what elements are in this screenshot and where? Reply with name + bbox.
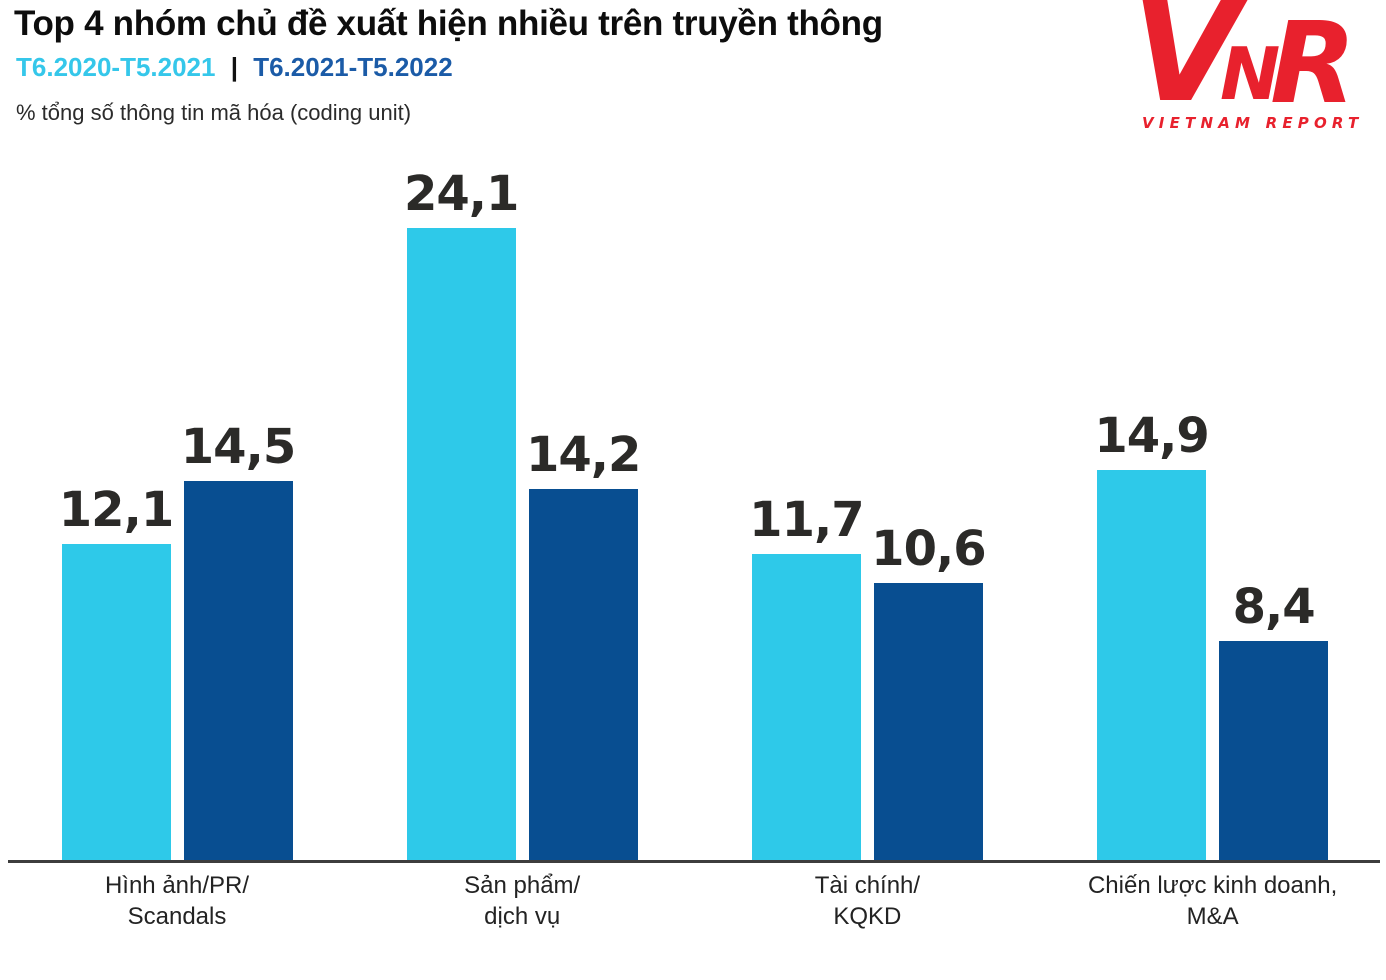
category-label-line: KQKD	[833, 903, 902, 930]
chart-title: Top 4 nhóm chủ đề xuất hiện nhiều trên t…	[14, 4, 883, 43]
category-label-line: Tài chính/	[814, 872, 921, 899]
legend: T6.2020-T5.2021 | T6.2021-T5.2022	[16, 52, 453, 83]
bar-series2-cat2	[528, 489, 638, 862]
category-label-line: M&A	[1186, 903, 1239, 930]
bar-series1-cat1	[61, 544, 171, 862]
legend-series1-label: T6.2020-T5.2021	[16, 52, 216, 82]
category-label-1: Hình ảnh/PR/Scandals	[4, 870, 350, 932]
value-label-series1-cat2: 24,1	[403, 166, 519, 222]
value-label-series2-cat1: 14,5	[180, 419, 296, 475]
category-label-line: dịch vụ	[484, 903, 561, 930]
bar-series1-cat3	[751, 554, 861, 862]
category-label-line: Hình ảnh/PR/	[104, 872, 250, 899]
category-label-4: Chiến lược kinh doanh, M&A	[1040, 870, 1386, 932]
value-label-series2-cat3: 10,6	[871, 521, 986, 577]
category-label-line: Scandals	[127, 903, 227, 930]
legend-separator: |	[230, 52, 238, 82]
logo-letter-r: R	[1270, 0, 1356, 129]
logo-letter-n: N	[1220, 32, 1280, 116]
logo-subtitle: VIETNAM REPORT	[1142, 114, 1363, 132]
category-label-line: Chiến lược kinh doanh,	[1087, 872, 1338, 899]
value-label-series2-cat4: 8,4	[1232, 579, 1316, 635]
legend-series2-label: T6.2021-T5.2022	[253, 52, 453, 82]
category-label-3: Tài chính/KQKD	[694, 870, 1040, 932]
bar-series2-cat1	[183, 481, 293, 862]
category-label-line: Sản phẩm/	[464, 872, 581, 899]
y-axis-unit-label: % tổng số thông tin mã hóa (coding unit)	[16, 100, 412, 125]
value-label-series1-cat3: 11,7	[749, 492, 864, 548]
logo-letter-v: V	[1140, 0, 1248, 133]
value-label-series2-cat2: 14,2	[525, 427, 641, 483]
bar-series2-cat4	[1219, 641, 1329, 862]
value-label-series1-cat1: 12,1	[58, 482, 174, 538]
value-label-series1-cat4: 14,9	[1094, 408, 1209, 464]
x-axis-line	[8, 860, 1380, 863]
vnr-logo: V N R VIETNAM REPORT	[1140, 0, 1363, 133]
category-label-2: Sản phẩm/dịch vụ	[349, 870, 695, 932]
bar-series1-cat2	[406, 228, 516, 862]
bar-series2-cat3	[873, 583, 983, 862]
bar-series1-cat4	[1097, 470, 1207, 862]
